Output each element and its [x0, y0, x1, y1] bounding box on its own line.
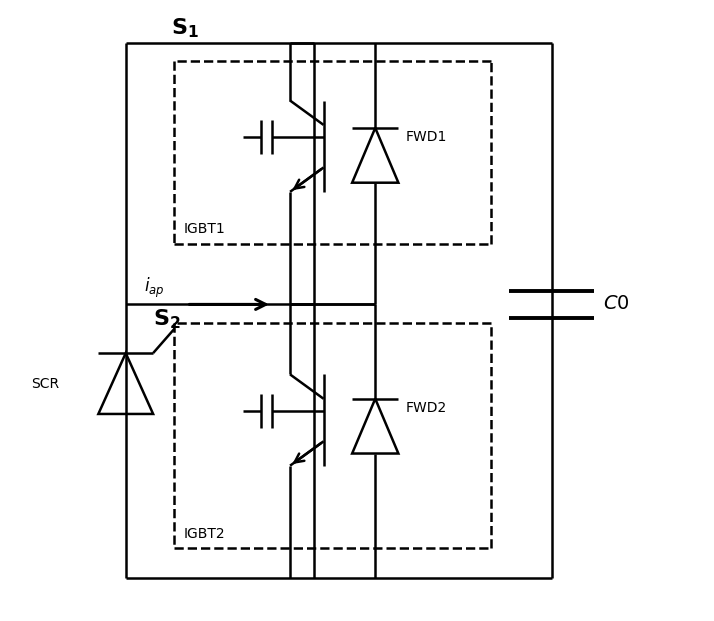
Text: $\mathbf{S_2}$: $\mathbf{S_2}$ — [153, 307, 181, 331]
Text: FWD2: FWD2 — [406, 401, 447, 415]
Text: SCR: SCR — [31, 376, 59, 391]
Text: $C0$: $C0$ — [603, 296, 630, 314]
Text: $\mathbf{S_1}$: $\mathbf{S_1}$ — [171, 16, 199, 40]
Text: FWD1: FWD1 — [406, 130, 447, 144]
Text: IGBT1: IGBT1 — [183, 222, 226, 236]
Text: IGBT2: IGBT2 — [183, 527, 225, 540]
Text: $i_{ap}$: $i_{ap}$ — [144, 275, 165, 299]
